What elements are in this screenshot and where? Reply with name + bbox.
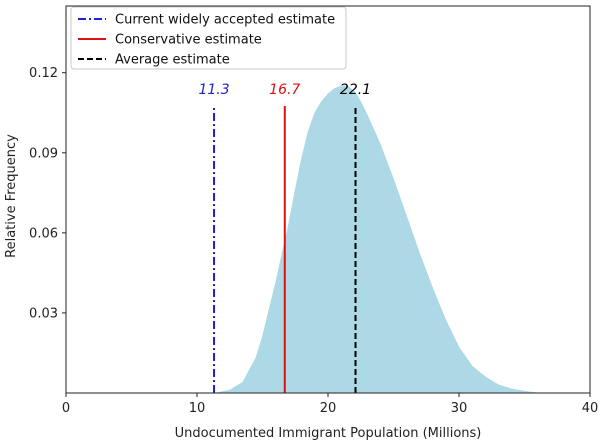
- x-tick-label: 0: [62, 401, 70, 416]
- y-tick-label: 0.09: [29, 146, 58, 161]
- x-axis-title: Undocumented Immigrant Population (Milli…: [175, 426, 482, 441]
- vline-label-0: 11.3: [198, 82, 229, 98]
- legend-label-2: Average estimate: [115, 53, 230, 68]
- vertical-lines: 11.3 16.7 22.1: [198, 82, 371, 393]
- plot-area: [216, 85, 538, 394]
- x-tick-label: 30: [451, 401, 468, 416]
- legend-box: [70, 6, 347, 70]
- y-axis-title: Relative Frequency: [4, 134, 19, 258]
- y-tick-label: 0.03: [29, 306, 58, 321]
- legend-label-1: Conservative estimate: [115, 33, 262, 48]
- x-tick-label: 20: [320, 401, 337, 416]
- legend-label-0: Current widely accepted estimate: [115, 13, 335, 28]
- vline-label-1: 16.7: [269, 82, 300, 98]
- x-tick-label: 10: [189, 401, 206, 416]
- distribution-area: [216, 85, 538, 394]
- x-tick-label: 40: [582, 401, 599, 416]
- vline-label-2: 22.1: [340, 82, 371, 98]
- y-tick-label: 0.06: [29, 226, 58, 241]
- axes: 0 10 20 30 40 0.03 0.06 0.09 0.12: [29, 5, 599, 416]
- legend: Current widely accepted estimate Conserva…: [70, 6, 347, 70]
- y-tick-label: 0.12: [29, 66, 58, 81]
